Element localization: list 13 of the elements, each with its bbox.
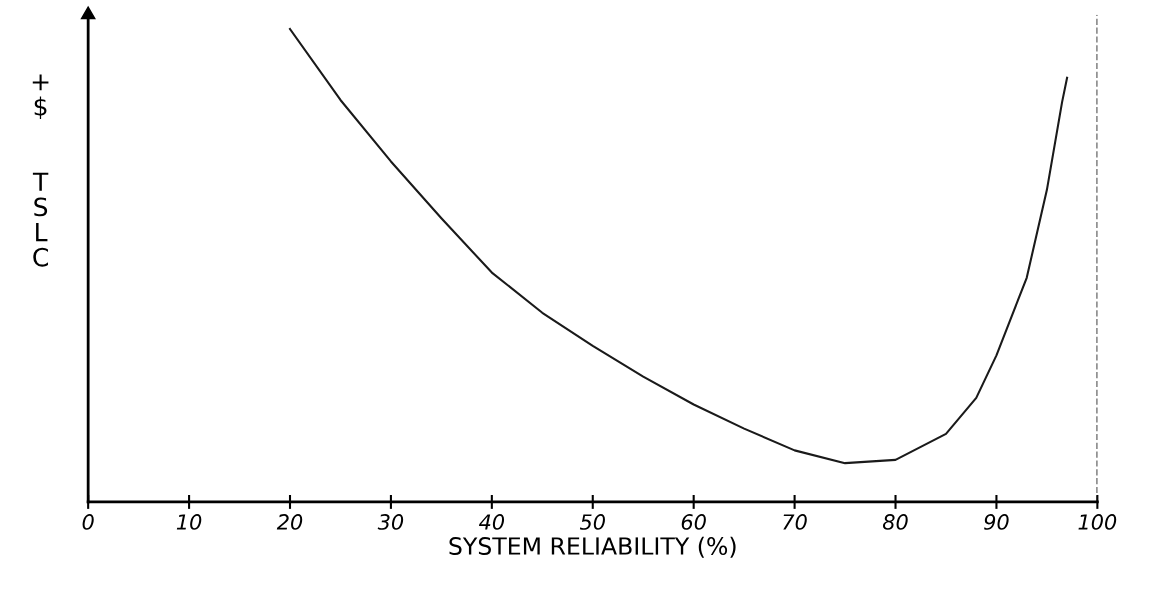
x-tick-label: 40 [478, 514, 505, 530]
x-tick-label: 90 [984, 514, 1009, 530]
x-tick-label: 0 [82, 514, 94, 530]
text: + $ TSLC [32, 74, 49, 267]
x-tick-label: 80 [882, 514, 908, 530]
x-tick-label: 30 [377, 514, 404, 530]
x-tick-label: 50 [579, 514, 605, 530]
x-axis-title: SYSTEM RELIABILITY (%) [449, 536, 736, 558]
x-tick-label: 10 [176, 514, 202, 530]
x-tick-label: 70 [783, 514, 807, 530]
x-tick-label: 20 [276, 514, 303, 530]
x-tick-label: 100 [1078, 514, 1117, 530]
x-tick-label: 60 [681, 514, 706, 530]
